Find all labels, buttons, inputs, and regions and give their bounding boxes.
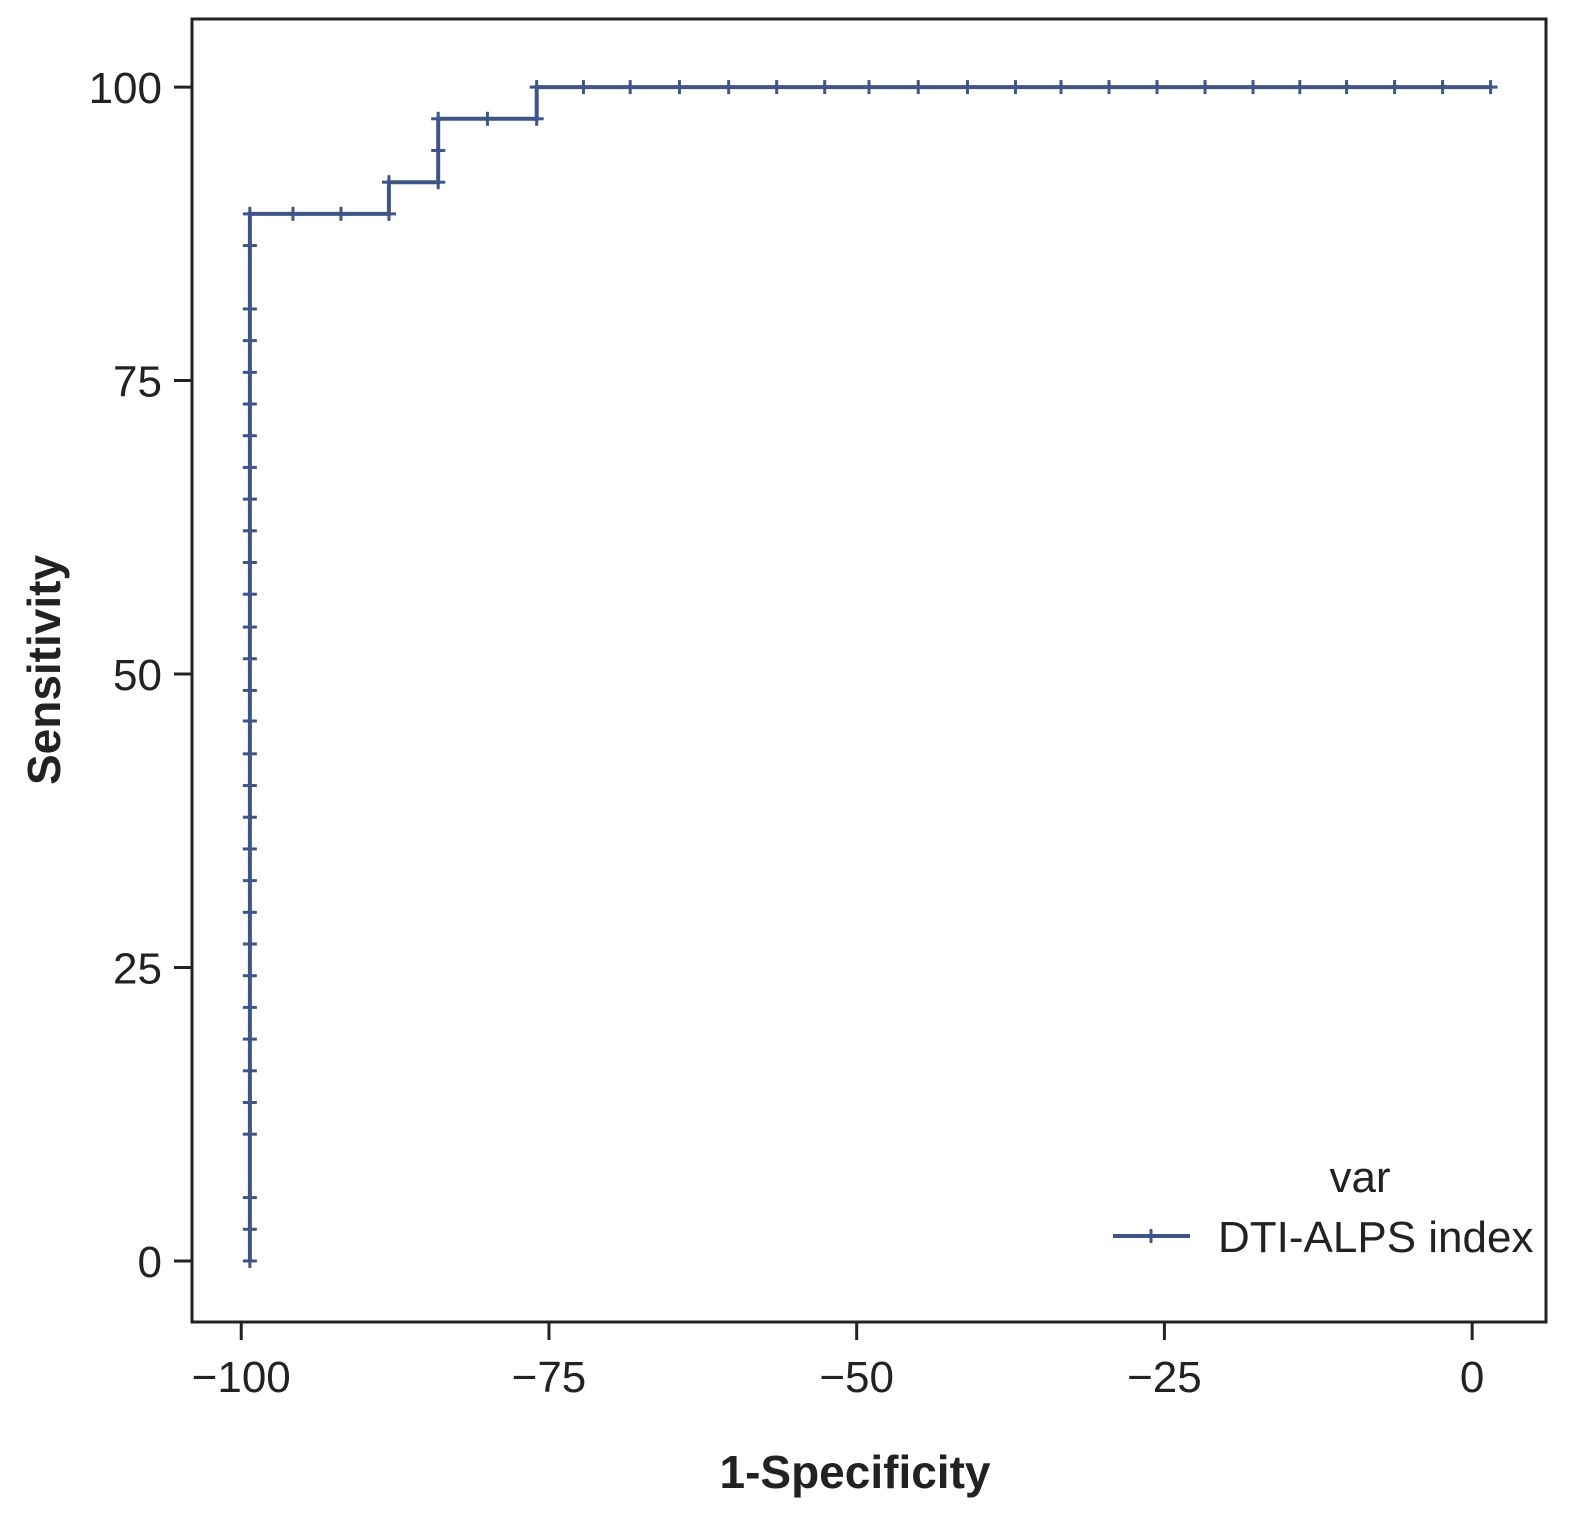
roc-point-marker xyxy=(242,555,257,570)
y-axis-ticks: 0 25 50 75 100 xyxy=(89,64,192,1287)
roc-point-marker xyxy=(242,1095,257,1110)
roc-point-marker xyxy=(242,365,257,380)
roc-point-marker xyxy=(431,175,446,190)
roc-point-marker xyxy=(911,80,926,95)
roc-point-marker xyxy=(1292,80,1307,95)
roc-point-marker xyxy=(242,905,257,920)
y-tick-label: 0 xyxy=(138,1238,162,1287)
x-tick-label: −75 xyxy=(512,1353,587,1402)
x-tick-label: −50 xyxy=(819,1353,894,1402)
roc-point-marker xyxy=(1246,80,1261,95)
y-tick-label: 100 xyxy=(89,64,162,113)
roc-point-marker xyxy=(480,111,495,126)
roc-point-marker xyxy=(242,428,257,443)
roc-point-marker xyxy=(1054,80,1069,95)
legend-title: var xyxy=(1329,1153,1390,1202)
roc-point-marker xyxy=(1102,80,1117,95)
roc-point-marker xyxy=(529,80,544,95)
roc-point-marker xyxy=(623,80,638,95)
roc-point-marker xyxy=(242,587,257,602)
roc-point-marker xyxy=(242,620,257,635)
x-tick-label: −100 xyxy=(192,1353,291,1402)
roc-point-marker xyxy=(242,523,257,538)
roc-point-marker xyxy=(242,968,257,983)
legend-entry-label: DTI-ALPS index xyxy=(1218,1213,1533,1262)
roc-point-marker xyxy=(242,778,257,793)
roc-point-marker xyxy=(242,333,257,348)
roc-point-marker xyxy=(242,1253,257,1268)
legend-swatch-marker xyxy=(1144,1229,1158,1243)
x-tick-label: 0 xyxy=(1460,1353,1484,1402)
roc-point-marker xyxy=(242,301,257,316)
roc-point-marker xyxy=(242,397,257,412)
x-axis-ticks: −100 −75 −50 −25 0 xyxy=(192,1322,1484,1402)
roc-point-marker xyxy=(242,1190,257,1205)
roc-point-marker xyxy=(242,1222,257,1237)
roc-point-marker xyxy=(576,80,591,95)
roc-point-marker xyxy=(431,143,446,158)
roc-point-marker xyxy=(242,238,257,253)
roc-point-marker xyxy=(242,1127,257,1142)
roc-point-marker xyxy=(285,206,300,221)
roc-point-marker xyxy=(1483,80,1498,95)
roc-point-marker xyxy=(242,713,257,728)
roc-point-marker xyxy=(769,80,784,95)
roc-point-marker xyxy=(431,111,446,126)
roc-point-marker xyxy=(242,651,257,666)
roc-point-marker xyxy=(242,492,257,507)
roc-point-marker xyxy=(381,206,396,221)
roc-curve-line xyxy=(247,85,1491,1261)
roc-point-marker xyxy=(242,841,257,856)
roc-point-marker xyxy=(1339,80,1354,95)
roc-point-marker xyxy=(1198,80,1213,95)
y-axis-title: Sensitivity xyxy=(18,555,70,786)
roc-point-marker xyxy=(242,683,257,698)
roc-point-marker xyxy=(242,746,257,761)
x-axis-title: 1-Specificity xyxy=(720,1446,991,1498)
roc-point-marker xyxy=(1150,80,1165,95)
roc-point-marker xyxy=(242,1032,257,1047)
plot-frame xyxy=(190,17,1548,1324)
roc-point-marker xyxy=(242,460,257,475)
roc-point-marker xyxy=(960,80,975,95)
series-layer xyxy=(242,80,1498,1268)
y-tick-label: 75 xyxy=(113,358,162,407)
roc-point-marker xyxy=(1008,80,1023,95)
roc-point-marker xyxy=(1435,80,1450,95)
roc-point-marker xyxy=(242,206,257,221)
roc-point-marker xyxy=(672,80,687,95)
roc-point-marker xyxy=(1387,80,1402,95)
y-tick-label: 25 xyxy=(113,944,162,993)
roc-point-marker xyxy=(242,1000,257,1015)
roc-point-marker xyxy=(817,80,832,95)
roc-point-marker xyxy=(242,810,257,825)
roc-point-marker xyxy=(242,937,257,952)
roc-point-marker xyxy=(333,206,348,221)
y-tick-label: 50 xyxy=(113,651,162,700)
roc-point-marker xyxy=(529,111,544,126)
roc-point-marker xyxy=(381,175,396,190)
roc-point-marker xyxy=(242,1063,257,1078)
roc-point-marker xyxy=(862,80,876,95)
x-tick-label: −25 xyxy=(1127,1353,1202,1402)
roc-point-marker xyxy=(242,873,257,888)
legend: var DTI-ALPS index xyxy=(1113,1153,1533,1262)
roc-point-marker xyxy=(721,80,736,95)
